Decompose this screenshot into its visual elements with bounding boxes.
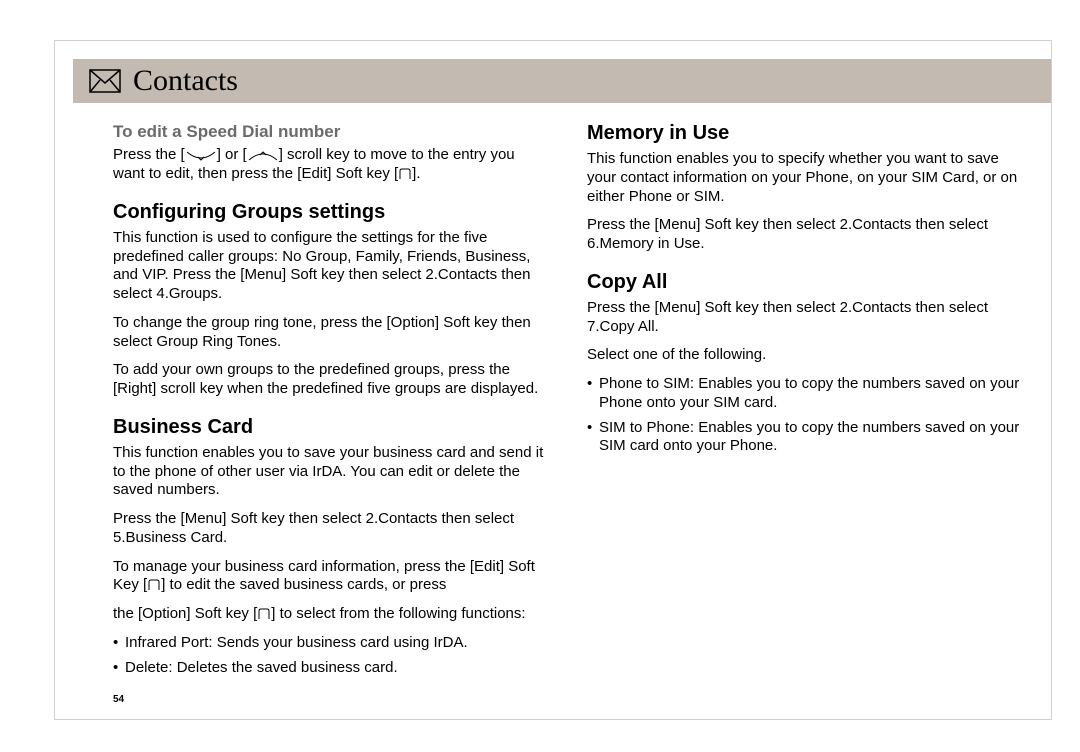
subheading-speed-dial: To edit a Speed Dial number xyxy=(113,121,547,142)
page-number: 54 xyxy=(113,694,124,705)
list-item: Phone to SIM: Enables you to copy the nu… xyxy=(587,375,1021,413)
heading-business-card: Business Card xyxy=(113,415,547,440)
body-text: Select one of the following. xyxy=(587,346,1021,365)
text-run: ] to edit the saved business cards, or p… xyxy=(161,576,446,593)
page-content: To edit a Speed Dial number Press the []… xyxy=(113,121,1021,699)
body-text: To add your own groups to the predefined… xyxy=(113,361,547,399)
body-text: This function is used to configure the s… xyxy=(113,229,547,304)
scroll-down-icon xyxy=(185,149,217,161)
scroll-up-icon xyxy=(247,149,279,161)
heading-groups: Configuring Groups settings xyxy=(113,200,547,225)
body-text: To change the group ring tone, press the… xyxy=(113,314,547,352)
text-run: ]. xyxy=(412,165,420,182)
body-text: This function enables you to specify whe… xyxy=(587,150,1021,206)
list-item: Infrared Port: Sends your business card … xyxy=(113,634,547,653)
section-title: Contacts xyxy=(133,64,238,98)
body-text: Press the [Menu] Soft key then select 2.… xyxy=(587,216,1021,254)
manual-page: Contacts To edit a Speed Dial number Pre… xyxy=(54,40,1052,720)
bullet-list: Phone to SIM: Enables you to copy the nu… xyxy=(587,375,1021,456)
list-item: Delete: Deletes the saved business card. xyxy=(113,659,547,678)
text-run: Press the [ xyxy=(113,146,185,163)
body-text: Press the [Menu] Soft key then select 2.… xyxy=(113,510,547,548)
body-text: Press the [] or [] scroll key to move to… xyxy=(113,146,547,184)
body-text: To manage your business card information… xyxy=(113,558,547,596)
body-text: Press the [Menu] Soft key then select 2.… xyxy=(587,299,1021,337)
text-run: ] to select from the following functions… xyxy=(271,605,525,622)
section-header-bar: Contacts xyxy=(73,59,1051,103)
list-item: SIM to Phone: Enables you to copy the nu… xyxy=(587,419,1021,457)
heading-memory: Memory in Use xyxy=(587,121,1021,146)
text-run: ] or [ xyxy=(217,146,247,163)
softkey-icon xyxy=(147,578,161,592)
bullet-list: Infrared Port: Sends your business card … xyxy=(113,634,547,678)
softkey-icon xyxy=(257,607,271,621)
text-run: the [Option] Soft key [ xyxy=(113,605,257,622)
envelope-icon xyxy=(87,63,123,99)
body-text: the [Option] Soft key [ ] to select from … xyxy=(113,605,547,624)
heading-copy-all: Copy All xyxy=(587,270,1021,295)
softkey-icon xyxy=(398,167,412,181)
body-text: This function enables you to save your b… xyxy=(113,444,547,500)
